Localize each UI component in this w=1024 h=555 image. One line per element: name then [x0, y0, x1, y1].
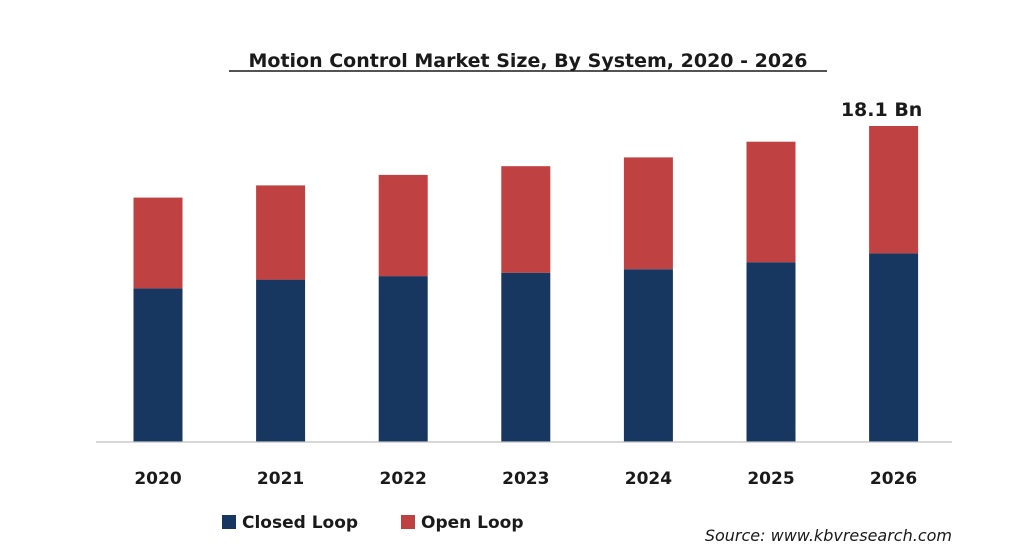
- bar-closed-loop-2020: [133, 288, 183, 442]
- bar-open-loop-2020: [133, 197, 183, 289]
- legend-label-open-loop: Open Loop: [421, 513, 524, 533]
- x-tick-label: 2021: [257, 469, 304, 489]
- legend-label-closed-loop: Closed Loop: [242, 513, 358, 533]
- bars-group: [133, 126, 919, 442]
- bar-closed-loop-2021: [256, 279, 306, 442]
- bar-closed-loop-2025: [746, 262, 796, 442]
- total-label-2026: 18.1 Bn: [841, 99, 923, 121]
- bar-open-loop-2021: [256, 185, 306, 280]
- x-tick-label: 2025: [747, 469, 794, 489]
- source-note: Source: www.kbvresearch.com: [705, 526, 952, 545]
- bar-open-loop-2026: [869, 126, 919, 254]
- total-annotation: 18.1 Bn: [841, 99, 923, 121]
- chart-title: Motion Control Market Size, By System, 2…: [248, 50, 807, 72]
- bar-closed-loop-2023: [501, 272, 551, 442]
- bar-open-loop-2024: [623, 157, 673, 270]
- bar-open-loop-2023: [501, 166, 551, 273]
- legend-swatch-open-loop: [401, 515, 415, 529]
- legend: Closed Loop Open Loop: [222, 513, 524, 533]
- x-tick-label: 2026: [870, 469, 917, 489]
- x-tick-label: 2024: [625, 469, 672, 489]
- x-tick-label: 2022: [380, 469, 427, 489]
- legend-swatch-closed-loop: [222, 515, 236, 529]
- bar-closed-loop-2024: [623, 269, 673, 442]
- bar-open-loop-2025: [746, 141, 796, 263]
- x-tick-label: 2023: [502, 469, 549, 489]
- bar-open-loop-2022: [378, 174, 428, 277]
- bar-closed-loop-2026: [869, 253, 919, 442]
- x-tick-labels: 2020 2021 2022 2023 2024 2025 2026: [134, 469, 917, 489]
- x-tick-label: 2020: [134, 469, 181, 489]
- bar-closed-loop-2022: [378, 276, 428, 442]
